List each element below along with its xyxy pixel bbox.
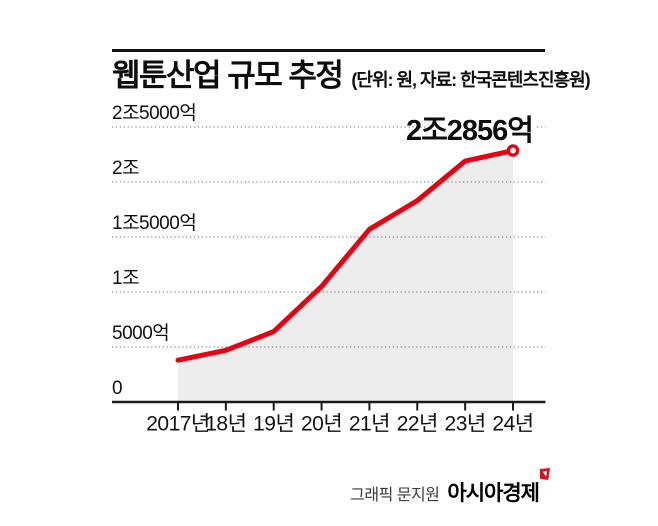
brand-logo-mark xyxy=(540,468,550,480)
end-point-marker xyxy=(506,144,520,157)
credit-text: 그래픽 문지원 xyxy=(350,487,440,504)
x-tick-label: 19년 xyxy=(253,413,294,436)
x-tick-label: 21년 xyxy=(349,413,390,436)
x-tick-label: 2017년 xyxy=(146,413,210,436)
x-tick-label: 20년 xyxy=(301,413,342,436)
chart-title: 웹툰산업 규모 추정 xyxy=(112,58,344,93)
header-rule xyxy=(112,49,545,52)
footer: 그래픽 문지원 아시아경제 xyxy=(350,468,550,507)
y-tick-label: 0 xyxy=(112,378,122,399)
value-annotation-bg xyxy=(427,113,537,142)
header: 웹툰산업 규모 추정 (단위: 원, 자료: 한국콘텐츠진흥원) xyxy=(112,58,591,93)
trend-line xyxy=(175,148,516,363)
x-tick-label: 18년 xyxy=(205,413,246,436)
y-tick-label: 1조 xyxy=(112,268,139,289)
brand-mark-inner xyxy=(542,471,548,477)
x-tick-label: 23년 xyxy=(445,413,486,436)
brand-logo: 아시아경제 xyxy=(447,482,540,505)
y-tick-label: 2조5000억 xyxy=(112,102,196,124)
x-tick-label: 24년 xyxy=(492,413,533,436)
area-fill xyxy=(178,150,513,402)
x-tick-label: 22년 xyxy=(397,413,438,436)
y-tick-label: 5000억 xyxy=(112,322,169,344)
chart-subtitle: (단위: 원, 자료: 한국콘텐츠진흥원) xyxy=(351,70,590,90)
y-tick-label: 2조 xyxy=(112,158,139,179)
y-tick-label: 1조5000억 xyxy=(112,212,196,234)
value-annotation: 2조2856억 xyxy=(406,114,533,147)
